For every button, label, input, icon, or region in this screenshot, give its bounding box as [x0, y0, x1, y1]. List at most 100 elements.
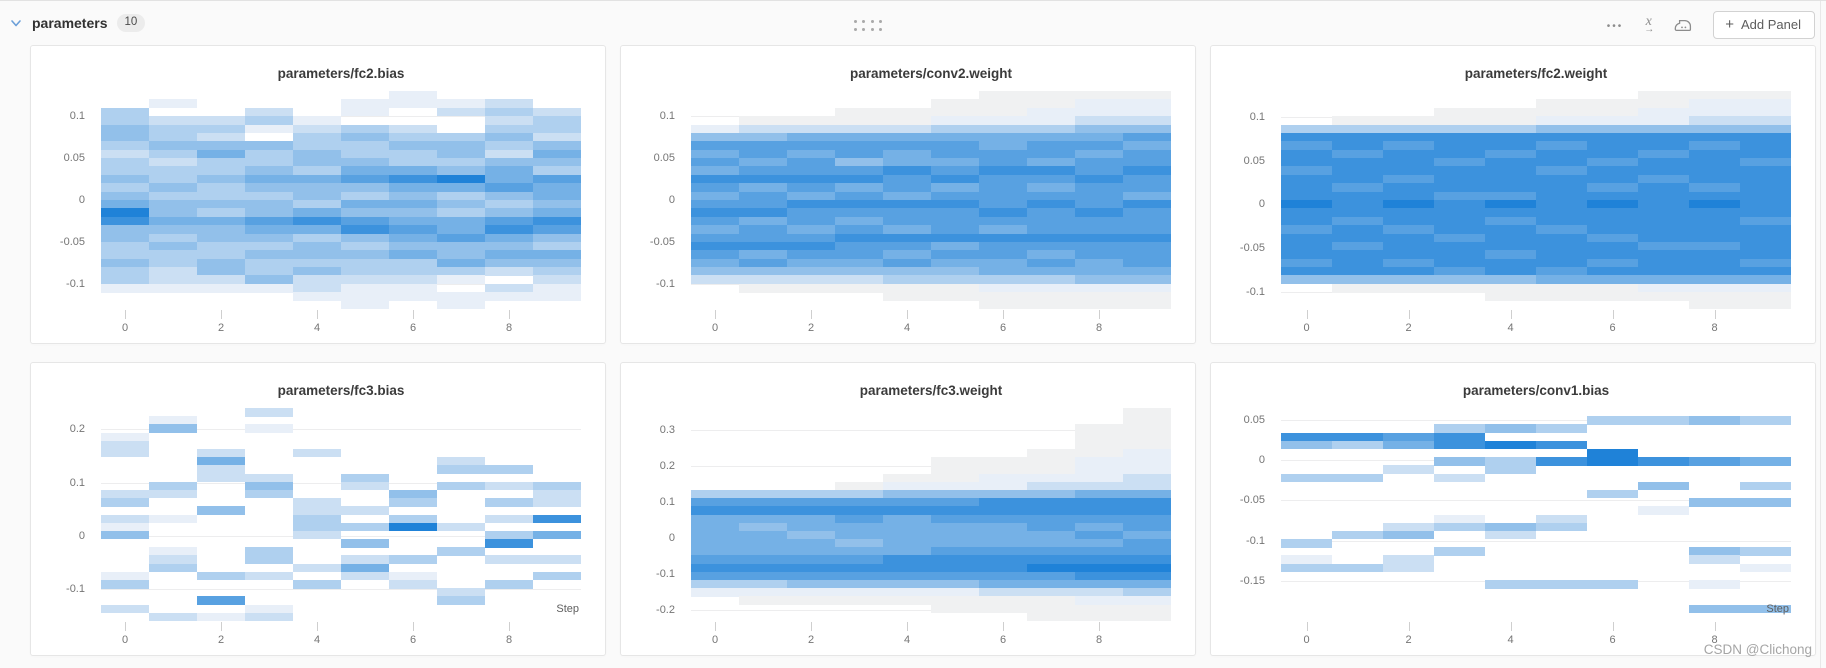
heatmap-column [1689, 91, 1740, 310]
heatmap-bin [341, 506, 389, 515]
ellipsis-icon[interactable]: ••• [1606, 20, 1624, 32]
chart-title: parameters/fc3.weight [859, 383, 1003, 398]
heatmap-bin [739, 571, 787, 581]
heatmap-bin [197, 596, 245, 605]
heatmap-bin [293, 522, 341, 532]
histogram-chart-fc3-weight[interactable]: 0.3 0.2 0.1 0 -0.1 -0.2 0 2 4 6 8 [621, 400, 1195, 655]
heatmap-bin [979, 200, 1027, 209]
heatmap-bin [245, 547, 293, 556]
heatmap-bin [533, 283, 581, 293]
heatmap-bin [1027, 241, 1075, 251]
heatmap-bin [739, 588, 787, 597]
panel-fc3-bias[interactable]: parameters/fc3.bias 0.2 0.1 0 -0.1 0 2 4 6 8 Step [30, 362, 606, 656]
drag-handle-icon[interactable] [851, 17, 885, 33]
heatmap-bin [1123, 539, 1171, 548]
heatmap-bin [739, 183, 787, 192]
heatmap-bin [931, 457, 979, 466]
heatmap-bin [1587, 107, 1638, 117]
heatmap-bin [485, 283, 533, 293]
x-axis-settings-icon[interactable]: x → [1644, 13, 1654, 36]
heatmap-bin [1332, 208, 1383, 218]
y-tick-label: 0.1 [659, 495, 675, 508]
chevron-down-icon[interactable] [9, 16, 23, 30]
x-axis: 0 2 4 6 8 [691, 621, 1171, 655]
panel-settings-icon[interactable] [1674, 18, 1692, 33]
heatmap-bin [691, 498, 739, 507]
y-tick-label: -0.05 [1239, 494, 1265, 507]
heatmap-bin [1383, 149, 1434, 159]
heatmap-bin [1123, 99, 1171, 109]
heatmap-bin [1123, 432, 1171, 442]
heatmap-bin [1638, 457, 1689, 466]
heatmap-bin [979, 233, 1027, 243]
panel-conv2-weight[interactable]: parameters/conv2.weight 0.1 0.05 0 -0.05 -0.… [620, 45, 1196, 344]
heatmap-bin [1434, 457, 1485, 466]
heatmap-bin [101, 258, 149, 268]
panel-fc2-weight[interactable]: parameters/fc2.weight 0.1 0.05 0 -0.05 -0.1 0… [1210, 45, 1816, 344]
heatmap-bin [533, 124, 581, 134]
histogram-chart-fc2-weight[interactable]: 0.1 0.05 0 -0.05 -0.1 0 2 4 6 8 [1211, 83, 1815, 343]
panel-fc2-bias[interactable]: parameters/fc2.bias 0.1 0.05 0 -0.05 -0.1 0 2 4… [30, 45, 606, 344]
heatmap-bin [1740, 124, 1791, 134]
heatmap-bin [883, 191, 931, 201]
heatmap-bin [1434, 283, 1485, 293]
heatmap-bin [787, 514, 835, 523]
heatmap-bin [1638, 91, 1689, 100]
heatmap-bin [245, 555, 293, 564]
heatmap-bin [197, 174, 245, 184]
add-panel-button[interactable]: + Add Panel [1713, 11, 1815, 39]
heatmap-bin [341, 99, 389, 109]
heatmap-bin [883, 530, 931, 540]
heatmap-column [533, 408, 581, 621]
heatmap-bin [1638, 416, 1689, 425]
histogram-chart-conv2-weight[interactable]: 0.1 0.05 0 -0.05 -0.1 0 2 4 6 8 [621, 83, 1195, 343]
heatmap-bin [1383, 258, 1434, 268]
heatmap-bin [293, 166, 341, 176]
heatmap-bin [1434, 233, 1485, 243]
heatmap-bin [1281, 539, 1332, 548]
heatmap-bin [883, 539, 931, 548]
heatmap-bin [1027, 158, 1075, 167]
heatmap-bin [245, 424, 293, 433]
heatmap-bin [1332, 191, 1383, 201]
panel-fc3-weight[interactable]: parameters/fc3.weight 0.3 0.2 0.1 0 -0.1 -0.2… [620, 362, 1196, 656]
heatmap-column [787, 408, 835, 621]
heatmap-bin [293, 514, 341, 523]
heatmap-bin [1740, 174, 1791, 184]
histogram-chart-conv1-bias[interactable]: 0.05 0 -0.05 -0.1 -0.15 0 2 4 6 8 Step [1211, 400, 1815, 655]
heatmap-bin [979, 258, 1027, 268]
heatmap-bin [1740, 225, 1791, 234]
heatmap-bin [1123, 555, 1171, 564]
heatmap-bin [293, 292, 341, 301]
heatmap-bin [149, 416, 197, 425]
heatmap-bin [197, 158, 245, 167]
heatmap-bin [341, 473, 389, 483]
heatmap-bin [739, 149, 787, 159]
heatmap-bin [1689, 124, 1740, 134]
heatmap-bin [931, 233, 979, 243]
heatmap-bin [197, 448, 245, 458]
heatmap-column [1740, 91, 1791, 310]
x-tick-label: 8 [1095, 322, 1103, 334]
histogram-chart-fc2-bias[interactable]: 0.1 0.05 0 -0.05 -0.1 0 2 4 6 8 [31, 83, 605, 343]
heatmap-column [787, 91, 835, 309]
heatmap-bin [1332, 141, 1383, 150]
heatmap-bin [1383, 116, 1434, 125]
heatmap-bin [197, 191, 245, 201]
heatmap-bin [1281, 158, 1332, 167]
heatmap-bin [1281, 258, 1332, 268]
heatmap-bin [389, 522, 437, 532]
heatmap-bin [485, 514, 533, 523]
heatmap-bin [1123, 91, 1171, 100]
heatmap-bin [389, 91, 437, 100]
heatmap-bin [149, 191, 197, 201]
heatmap-bin [1587, 489, 1638, 499]
heatmap-bin [245, 241, 293, 251]
heatmap-bin [245, 116, 293, 125]
panel-conv1-bias[interactable]: parameters/conv1.bias 0.05 0 -0.05 -0.1 -0.1… [1210, 362, 1816, 656]
heatmap-bin [1123, 183, 1171, 192]
heatmap-bin [739, 166, 787, 176]
heatmap-bin [1027, 300, 1075, 310]
heatmap-bin [1638, 267, 1689, 276]
histogram-chart-fc3-bias[interactable]: 0.2 0.1 0 -0.1 0 2 4 6 8 Step [31, 400, 605, 655]
